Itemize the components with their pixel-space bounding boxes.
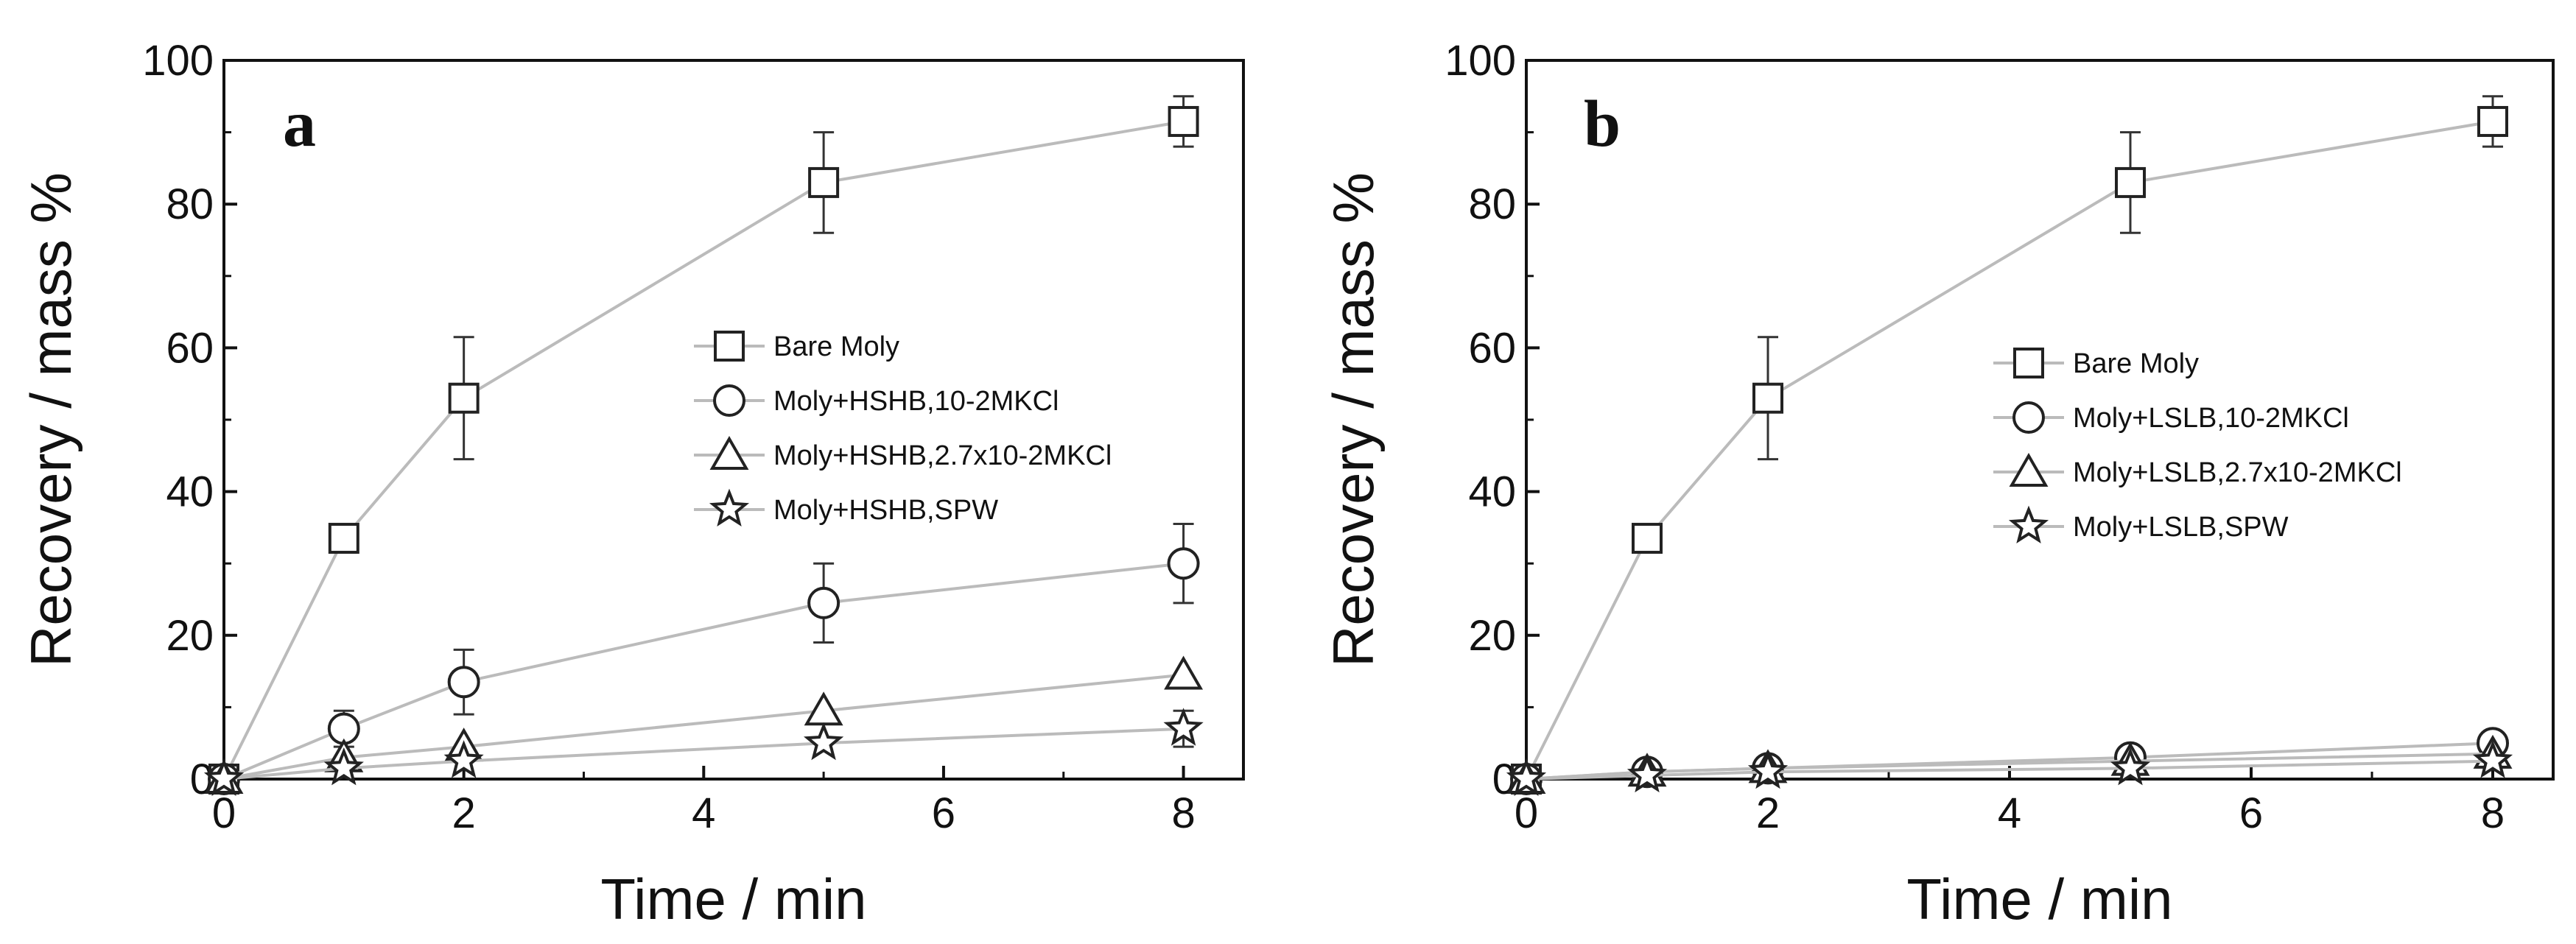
data-point: [804, 722, 844, 761]
data-point: [1506, 758, 1547, 797]
legend-marker: [709, 488, 750, 527]
data-point: [203, 758, 245, 797]
series-square: [1511, 95, 2508, 795]
data-point: [2110, 747, 2151, 786]
x-tick-label: 2: [452, 789, 476, 837]
x-tick-label: 8: [1171, 789, 1195, 837]
series-star: [1506, 740, 2513, 797]
legend-marker: [2012, 401, 2045, 434]
data-point: [1164, 655, 1204, 690]
series-layer-a: [203, 95, 1204, 797]
x-tick-label: 8: [2481, 789, 2505, 837]
data-point: [1752, 382, 1783, 414]
legend-marker: [2008, 505, 2049, 544]
y-tick-label: 60: [166, 324, 214, 372]
legend-label: Moly+LSLB,2.7x10-2MKCl: [2073, 457, 2402, 488]
data-point: [1632, 523, 1663, 554]
data-point: [807, 586, 840, 619]
x-tick-label: 6: [932, 789, 955, 837]
series-line: [1525, 120, 2493, 780]
y-axis-title-a: Recovery / mass %: [18, 172, 83, 667]
y-tick-label: 20: [1468, 612, 1516, 660]
data-point: [2472, 740, 2513, 778]
data-point: [1168, 105, 1199, 137]
legend-marker: [714, 331, 745, 362]
y-tick-label: 100: [1445, 37, 1516, 85]
x-tick-label: 0: [1515, 789, 1538, 837]
legend-item: Moly+LSLB,SPW: [1993, 505, 2289, 544]
y-tick-label: 80: [166, 180, 214, 228]
legend-label: Bare Moly: [773, 331, 899, 362]
data-point: [447, 666, 480, 699]
legend-item: Moly+HSHB,SPW: [694, 488, 998, 527]
plot-frame-a: [222, 59, 1245, 781]
series-circle: [208, 523, 1200, 795]
legend-item: Moly+HSHB,2.7x10-2MKCl: [694, 435, 1112, 471]
legend-a: Bare Moly Moly+HSHB,10-2MKCl Moly+HSHB,2.7…: [694, 331, 1112, 527]
legend-label: Moly+HSHB,SPW: [773, 495, 998, 526]
y-tick-label: 60: [1468, 324, 1516, 372]
legend-marker: [713, 384, 745, 417]
series-line: [223, 562, 1184, 781]
panel-label-b: b: [1584, 88, 1621, 161]
legend-marker: [2009, 452, 2049, 487]
x-tick-label: 0: [212, 789, 236, 837]
y-tick-label: 20: [166, 612, 214, 660]
legend-item: Bare Moly: [1993, 348, 2199, 379]
legend-label: Moly+LSLB,SPW: [2073, 512, 2289, 543]
data-point: [2477, 105, 2508, 137]
data-point: [443, 740, 484, 778]
series-layer-b: [1506, 95, 2513, 797]
x-tick-label: 4: [1998, 789, 2021, 837]
x-axis-title-a: Time / min: [600, 867, 866, 931]
legend-label: Moly+LSLB,10-2MKCl: [2073, 403, 2349, 434]
panel-label-a: a: [283, 88, 316, 161]
data-point: [1167, 547, 1200, 580]
series-star: [203, 708, 1204, 797]
data-point: [1747, 750, 1789, 789]
legend-label: Bare Moly: [2073, 348, 2199, 379]
legend-b: Bare Moly Moly+LSLB,10-2MKCl Moly+LSLB,2.7…: [1993, 348, 2402, 544]
series-square: [208, 95, 1199, 795]
data-point: [1163, 708, 1204, 746]
data-point: [448, 382, 480, 414]
legend-label: Moly+HSHB,2.7x10-2MKCl: [773, 440, 1112, 471]
y-tick-label: 40: [166, 468, 214, 516]
y-axis-title-b: Recovery / mass %: [1321, 172, 1386, 667]
legend-label: Moly+HSHB,10-2MKCl: [773, 386, 1059, 417]
series-line: [223, 673, 1184, 781]
legend-marker: [2013, 348, 2044, 378]
y-tick-label: 100: [142, 37, 214, 85]
y-tick-label: 40: [1468, 468, 1516, 516]
data-point: [328, 523, 359, 554]
legend-marker: [709, 435, 749, 470]
data-point: [1626, 754, 1668, 793]
y-tick-label: 80: [1468, 180, 1516, 228]
legend-item: Moly+HSHB,10-2MKCl: [694, 384, 1059, 417]
legend-item: Bare Moly: [694, 331, 899, 362]
legend-item: Moly+LSLB,10-2MKCl: [1993, 401, 2349, 434]
x-axis-title-b: Time / min: [1906, 867, 2172, 931]
legend-item: Moly+LSLB,2.7x10-2MKCl: [1993, 452, 2402, 488]
x-tick-label: 2: [1756, 789, 1780, 837]
x-tick-label: 4: [692, 789, 715, 837]
data-point: [323, 747, 364, 786]
data-point: [808, 166, 840, 198]
x-tick-label: 6: [2239, 789, 2263, 837]
data-point: [2115, 166, 2146, 198]
